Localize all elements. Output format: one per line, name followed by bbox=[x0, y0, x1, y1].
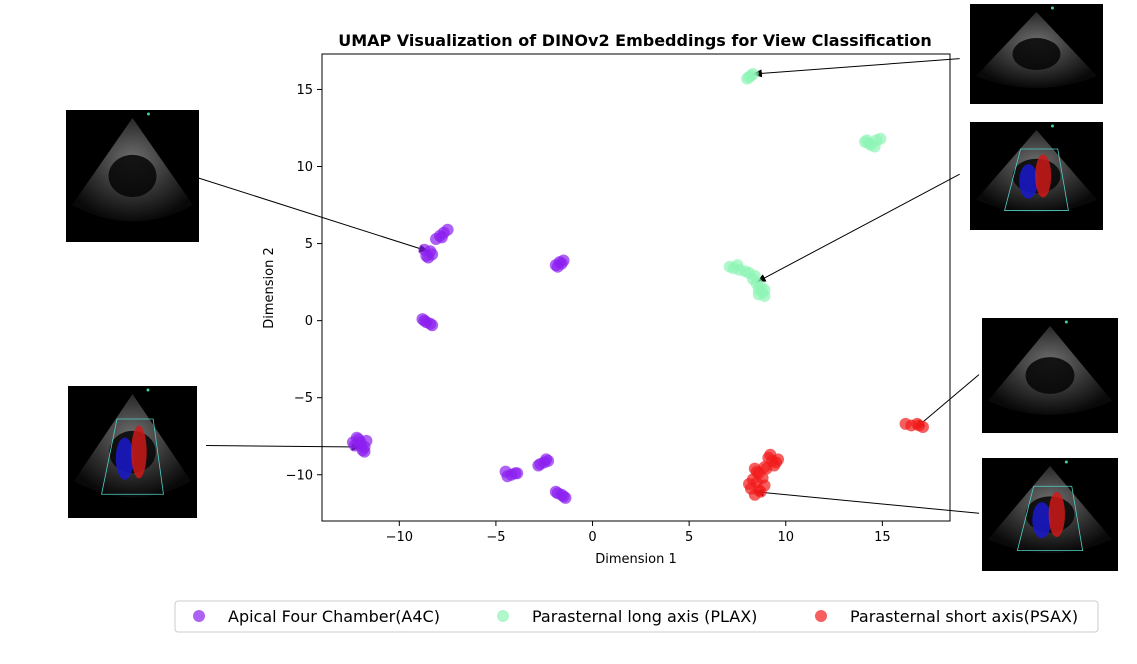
point-s1-3 bbox=[741, 72, 754, 85]
y-axis-label: Dimension 2 bbox=[262, 247, 277, 329]
point-s0-44 bbox=[557, 490, 570, 503]
point-s0-9 bbox=[435, 231, 448, 244]
x-tick-label: 5 bbox=[685, 530, 693, 545]
y-tick-label: 10 bbox=[296, 160, 313, 175]
point-s2-24 bbox=[750, 465, 763, 478]
point-s0-19 bbox=[418, 314, 431, 327]
psax-inset bbox=[982, 318, 1118, 433]
a4c-doppler-inset bbox=[68, 386, 197, 518]
annotation-arrow-4 bbox=[914, 374, 980, 430]
annotation-arrow-5 bbox=[753, 488, 980, 514]
plax-inset bbox=[970, 4, 1103, 104]
x-axis-label: Dimension 1 bbox=[595, 552, 677, 567]
annotation-arrow-1 bbox=[206, 442, 362, 451]
y-tick-label: 0 bbox=[305, 314, 313, 329]
a4c-inset bbox=[66, 110, 199, 242]
point-s0-29 bbox=[354, 439, 367, 452]
legend-label-2: Parasternal short axis(PSAX) bbox=[850, 607, 1078, 626]
point-s1-22 bbox=[748, 269, 761, 282]
point-s0-33 bbox=[501, 470, 514, 483]
x-tick-label: 15 bbox=[874, 530, 891, 545]
legend-marker-1 bbox=[497, 610, 509, 622]
point-s2-20 bbox=[760, 462, 773, 475]
ultrasound-insets bbox=[66, 4, 1118, 571]
legend-marker-2 bbox=[815, 610, 827, 622]
point-s2-4 bbox=[913, 419, 926, 432]
y-axis-ticks: −10 −5 0 5 10 15 bbox=[286, 83, 322, 483]
point-s1-10 bbox=[860, 134, 873, 147]
y-tick-label: 5 bbox=[305, 237, 313, 252]
legend-marker-0 bbox=[193, 610, 205, 622]
point-s0-34 bbox=[511, 467, 524, 480]
point-s2-13 bbox=[743, 478, 756, 491]
data-points bbox=[346, 68, 929, 504]
annotation-arrow-3 bbox=[755, 173, 960, 283]
chart-title: UMAP Visualization of DINOv2 Embeddings … bbox=[338, 31, 932, 50]
point-s1-23 bbox=[731, 259, 744, 272]
legend: Apical Four Chamber(A4C) Parasternal long… bbox=[174, 600, 1099, 633]
psax-doppler-inset bbox=[982, 458, 1118, 571]
annotation-arrow-0 bbox=[186, 173, 430, 253]
plax-doppler-inset bbox=[970, 122, 1103, 230]
point-s2-22 bbox=[752, 484, 765, 497]
y-tick-label: 15 bbox=[296, 83, 313, 98]
x-axis-ticks: −10 −5 0 5 10 15 bbox=[386, 521, 891, 545]
y-tick-label: −10 bbox=[286, 468, 313, 483]
legend-label-1: Parasternal long axis (PLAX) bbox=[532, 607, 757, 626]
x-tick-label: 10 bbox=[777, 530, 794, 545]
point-s0-14 bbox=[553, 256, 566, 269]
x-tick-label: 0 bbox=[588, 530, 596, 545]
annotation-arrow-2 bbox=[751, 58, 960, 78]
legend-label-0: Apical Four Chamber(A4C) bbox=[228, 607, 440, 626]
x-tick-label: −10 bbox=[386, 530, 413, 545]
point-s1-25 bbox=[752, 288, 765, 301]
annotation-arrows bbox=[186, 58, 980, 514]
point-s0-39 bbox=[542, 454, 555, 467]
plot-area bbox=[321, 53, 951, 522]
legend-box bbox=[174, 600, 1099, 633]
point-s2-23 bbox=[772, 453, 785, 466]
y-tick-label: −5 bbox=[294, 391, 313, 406]
point-s0-4 bbox=[422, 251, 435, 264]
x-tick-label: −5 bbox=[486, 530, 505, 545]
